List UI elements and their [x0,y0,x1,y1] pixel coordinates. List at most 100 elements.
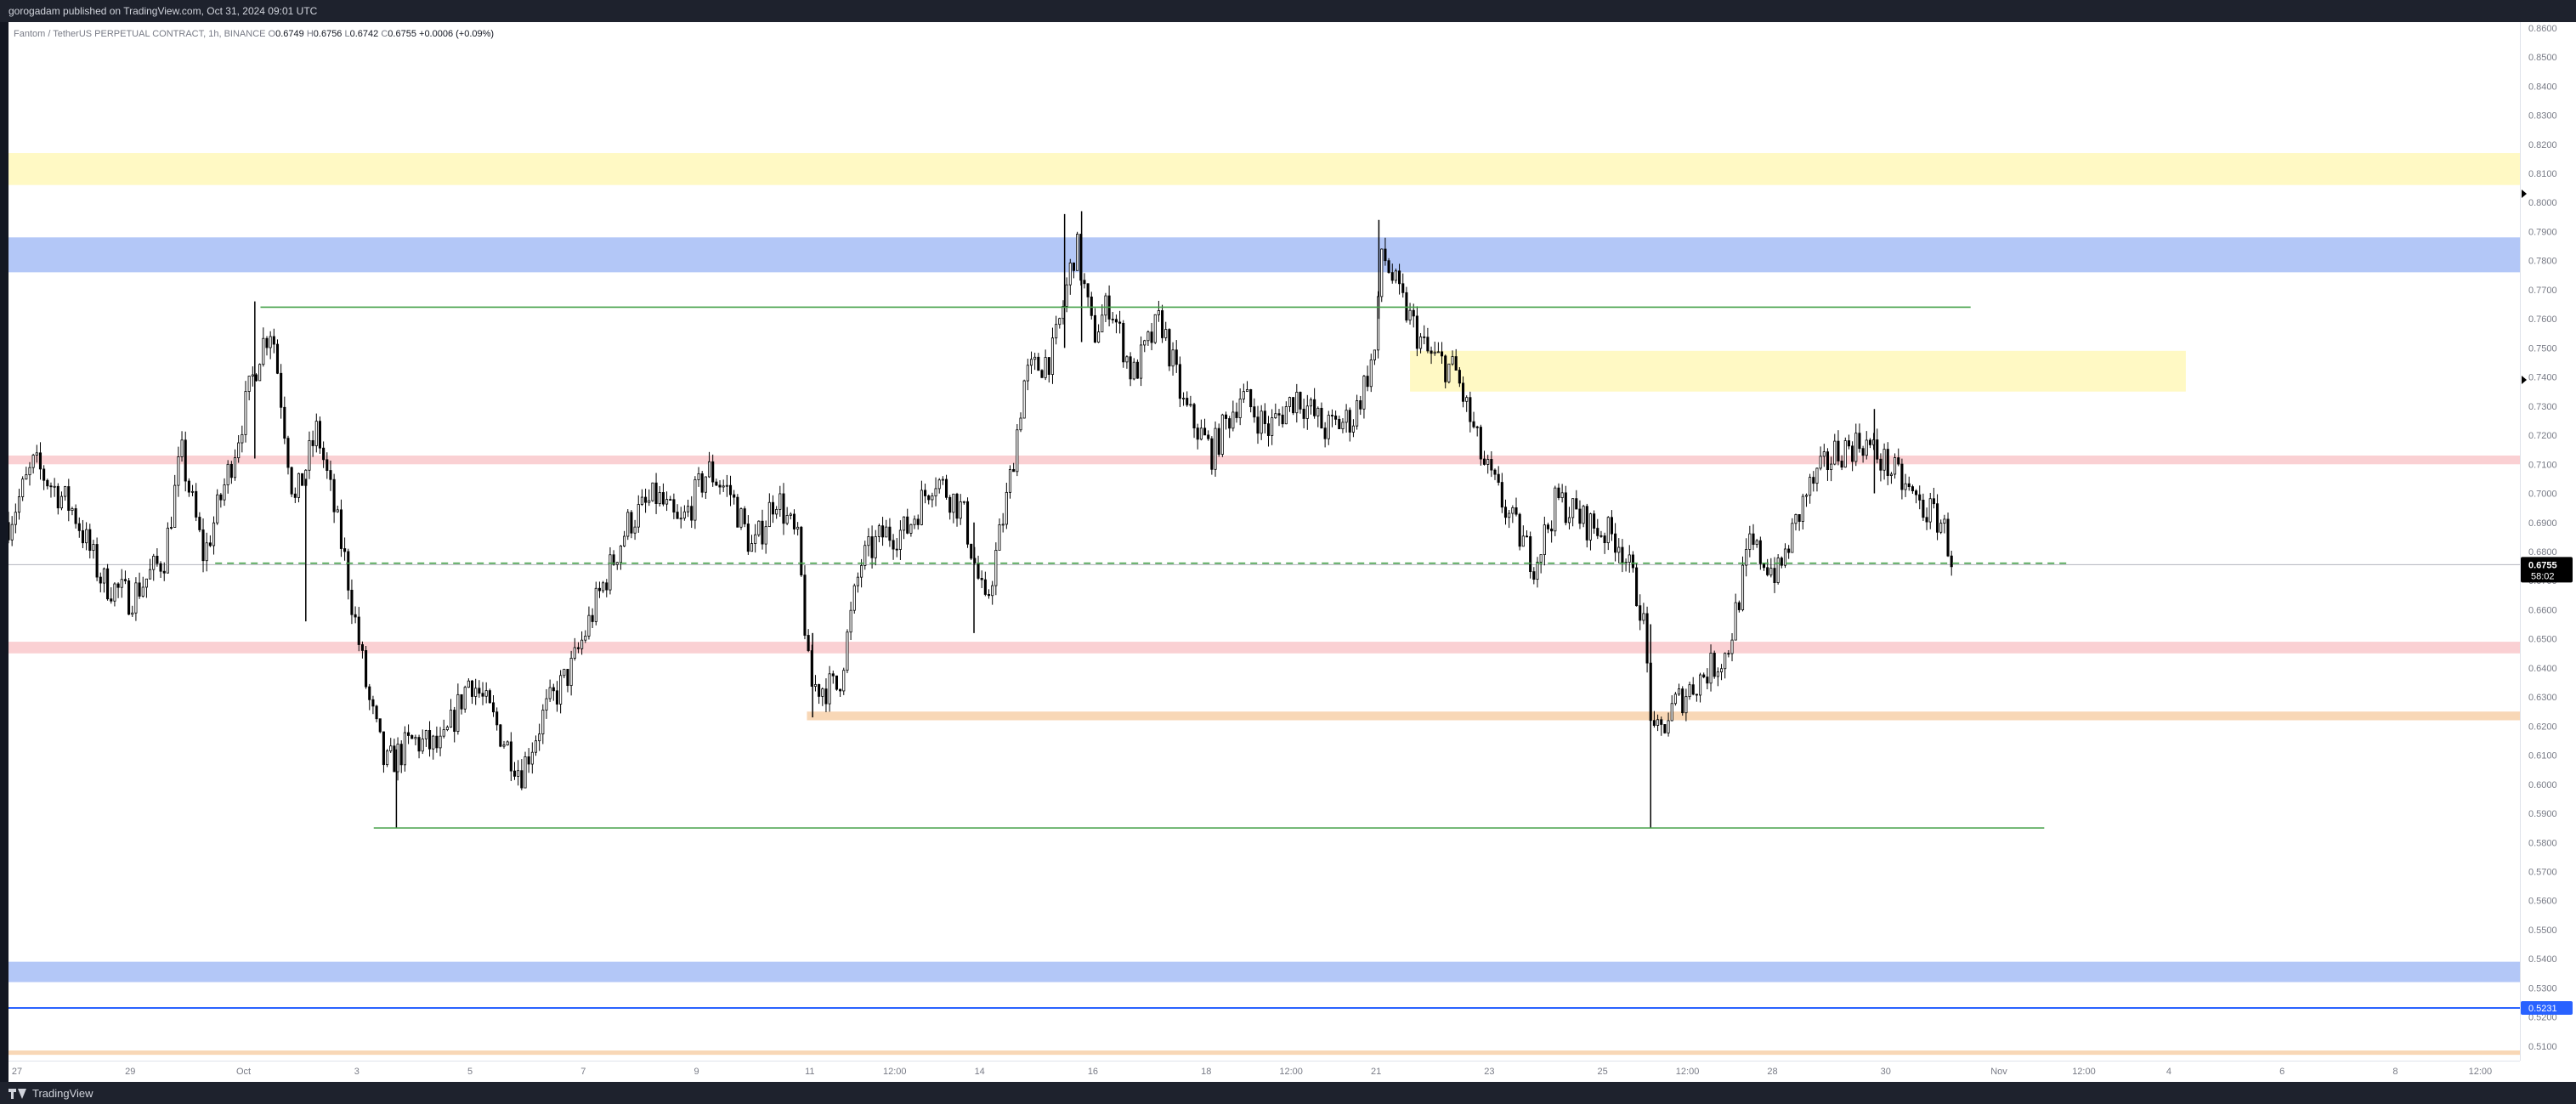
candle-body [1274,413,1277,418]
candle-body [1503,507,1508,518]
candle-body [728,484,733,495]
candle-body [318,421,322,449]
candle-body [1865,439,1868,456]
price-tick-label: 0.5100 [2528,1042,2557,1052]
price-chart[interactable]: 0.8600 0.8500 0.8400 0.8300 0.8200 0.8100 0.80… [8,22,2576,1082]
candle-body [955,493,959,519]
candle-body [1436,351,1440,354]
candle-body [1143,340,1146,346]
candle-body [1688,684,1691,698]
candle-body [293,493,297,498]
candle-body [127,580,131,615]
candle-body [1305,405,1309,419]
candle-body [1161,310,1164,338]
brand-text: TradingView [32,1087,93,1100]
candle-body [1617,546,1621,553]
candle-body [1140,344,1143,379]
candle-body [428,730,432,750]
candle-body [679,518,682,520]
candle-body [1444,355,1447,382]
candle-body [743,508,746,524]
price-tick-label: 0.6600 [2528,605,2557,615]
candle-body [1292,397,1295,414]
candle-body [332,478,336,512]
price-tick-label: 0.8400 [2528,82,2557,92]
candle-body [1104,295,1107,316]
candle-body [559,675,563,705]
candle-body [1192,404,1196,428]
chart-frame[interactable]: 0.8600 0.8500 0.8400 0.8300 0.8200 0.8100 0.80… [8,22,2576,1082]
candle-body [1894,457,1897,475]
candle-body [1843,440,1847,468]
candle-body [59,495,64,509]
candle-body [700,473,704,493]
candle-body [254,374,258,382]
candle-body [265,337,269,348]
candle-body [1840,461,1843,468]
candle-body [14,512,17,525]
candle-body [669,499,672,501]
candle-body [233,457,237,478]
candle-body [789,513,792,516]
candle-body [251,374,254,376]
candle-body [1724,653,1727,670]
candle-body [750,543,754,552]
candle-body [909,524,913,534]
candle-body [1214,427,1217,470]
last-price-label-bg [2521,557,2573,583]
candle-body [46,479,49,487]
candle-body [1752,533,1755,546]
candle-body [1804,495,1809,497]
candle-body [983,579,987,595]
candle-body [1433,351,1436,354]
price-tick-label: 0.6800 [2528,547,2557,558]
candle-body [403,732,406,766]
candle-body [149,569,152,580]
candle-body [1847,440,1850,447]
candle-body [1224,414,1228,419]
candle-body [619,546,622,563]
candle-body [1879,458,1882,471]
candle-body [676,512,679,519]
candle-body [555,690,559,705]
candle-body [534,740,538,753]
candle-body [584,635,587,641]
candle-body [672,499,676,512]
candle-body [470,680,474,697]
candle-body [1118,321,1122,324]
candle-body [1114,319,1118,323]
candle-body [821,688,824,697]
candle-body [407,732,410,736]
candle-body [28,467,31,476]
candle-body [1748,533,1752,550]
candle-body [275,343,280,374]
candle-body [106,568,110,600]
candle-body [159,563,162,572]
alert-marker-icon [2522,189,2527,198]
candle-body [1582,506,1585,524]
bar-countdown-label: 58:02 [2531,571,2555,581]
candle-body [530,751,534,765]
candle-body [1207,434,1210,439]
candle-body [569,658,573,687]
candle-body [509,741,512,772]
candle-body [1783,548,1787,566]
candle-body [1932,498,1935,505]
candle-body [326,459,329,471]
candle-body [134,582,138,614]
candle-body [775,508,778,515]
candle-body [1787,548,1791,553]
candle-body [389,745,393,752]
candle-body [651,482,654,501]
candle-body [736,496,739,528]
candle-body [824,688,828,705]
candle-body [190,490,195,493]
tradingview-brand[interactable]: TradingView [8,1087,93,1100]
candle-body [8,522,10,541]
candle-body [1482,458,1486,465]
price-tick-label: 0.7100 [2528,460,2557,470]
candle-body [927,495,931,501]
candle-body [1281,414,1284,425]
symbol-name[interactable]: Fantom / TetherUS PERPETUAL CONTRACT, 1h… [14,29,266,39]
candle-body [725,484,728,487]
